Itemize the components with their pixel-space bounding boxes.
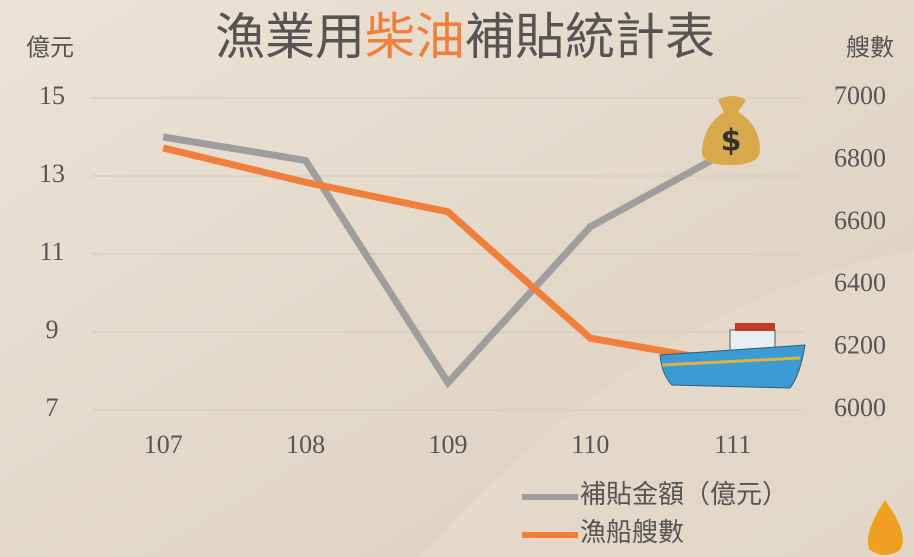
y-tick-label: 7: [46, 393, 59, 422]
x-tick-label: 109: [429, 430, 468, 459]
y2-tick-label: 6200: [834, 331, 886, 360]
legend-label: 漁船艘數: [580, 518, 684, 547]
y2-axis-label: 艘數: [846, 35, 894, 62]
chart-title: 漁業用柴油補貼統計表: [215, 8, 715, 66]
chart: 漁業用柴油補貼統計表 億元 艘數 7 9 11 13 15 6000 6200 6400 660…: [0, 0, 914, 557]
y-axis-label: 億元: [26, 35, 74, 62]
y2-tick-label: 7000: [834, 81, 886, 110]
y2-tick-label: 6600: [834, 206, 886, 235]
y-tick-label: 15: [39, 81, 65, 110]
svg-text:$: $: [721, 124, 742, 159]
title-part: 補貼統計表: [465, 8, 715, 66]
y-tick-label: 11: [39, 237, 64, 266]
x-tick-label: 107: [144, 430, 183, 459]
x-tick-label: 108: [286, 430, 325, 459]
title-highlight: 柴油: [365, 8, 465, 66]
x-tick-label: 111: [714, 430, 751, 459]
title-part: 漁業用: [215, 8, 365, 66]
y2-tick-label: 6400: [834, 268, 886, 297]
x-tick-label: 110: [571, 430, 609, 459]
y-tick-label: 9: [46, 315, 59, 344]
y2-tick-label: 6800: [834, 143, 886, 172]
y2-tick-label: 6000: [834, 393, 886, 422]
legend-label: 補貼金額（億元）: [580, 480, 788, 509]
y-tick-label: 13: [39, 159, 65, 188]
